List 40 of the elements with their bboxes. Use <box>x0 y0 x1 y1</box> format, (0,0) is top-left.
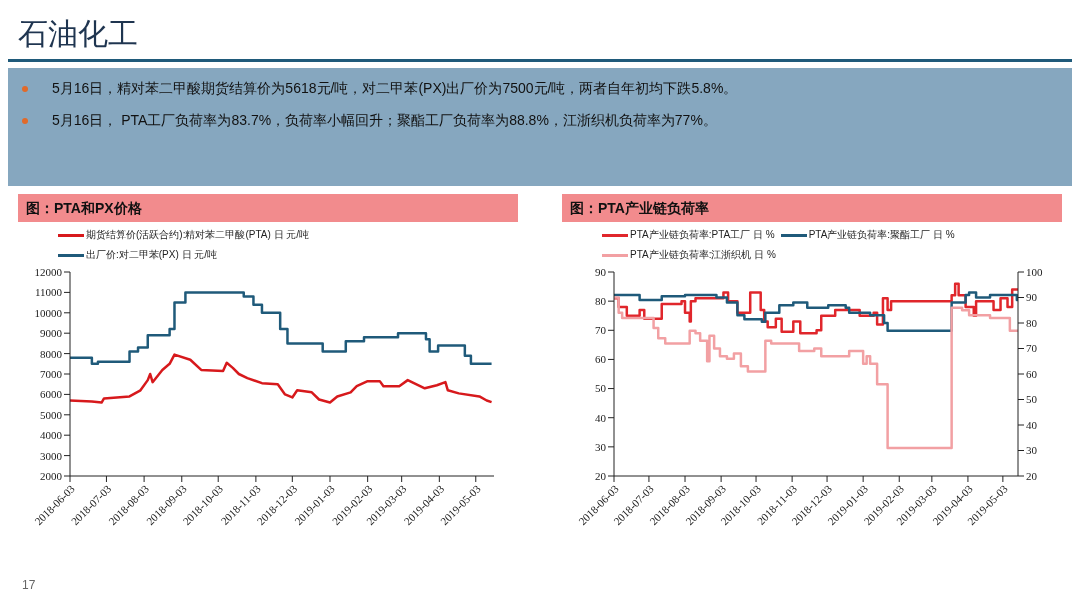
y-tick-label: 5000 <box>40 408 63 421</box>
chart-title: 图：PTA产业链负荷率 <box>562 194 1062 222</box>
line-series <box>70 353 493 404</box>
legend-label: PTA产业链负荷率:江浙织机 日 % <box>630 248 776 262</box>
y-tick-label: 6000 <box>40 388 63 401</box>
y2-tick-label: 40 <box>1026 418 1038 431</box>
y-tick-label: 7000 <box>40 367 63 380</box>
text: 17 <box>22 578 36 592</box>
y-tick-label: 50 <box>595 382 607 395</box>
y-tick-label: 9000 <box>40 327 63 340</box>
y-tick-label: 12000 <box>34 265 63 278</box>
legend-label: PTA产业链负荷率:PTA工厂 日 % <box>630 228 775 242</box>
text: 石油化工 <box>17 16 139 52</box>
y-tick-label: 40 <box>595 411 607 424</box>
y-tick-label: 4000 <box>40 429 63 442</box>
y-tick-label: 80 <box>595 295 607 308</box>
y2-tick-label: 60 <box>1026 367 1038 380</box>
y-tick-label: 3000 <box>40 449 63 462</box>
y-tick-label: 70 <box>595 324 607 337</box>
text: 5月16日， PTA工厂负荷率为83.7%，负荷率小幅回升；聚酯工厂负荷率为88.8%，江浙织机负荷率为77%。 <box>52 112 717 130</box>
y-tick-label: 11000 <box>34 286 63 299</box>
legend-label: 出厂价:对二甲苯(PX) 日 元/吨 <box>86 248 218 262</box>
y2-tick-label: 30 <box>1026 444 1038 457</box>
y2-tick-label: 80 <box>1026 316 1038 329</box>
y-tick-label: 20 <box>595 469 607 482</box>
text: 5月16日，精对苯二甲酸期货结算价为5618元/吨，对二甲苯(PX)出厂价为7500元/吨，两者自年初均下跌5.8%。 <box>52 80 738 98</box>
y-tick-label: 2000 <box>40 469 63 482</box>
y2-tick-label: 20 <box>1026 469 1038 482</box>
y2-tick-label: 100 <box>1026 265 1043 278</box>
legend-label: PTA产业链负荷率:聚酯工厂 日 % <box>808 228 955 242</box>
y-tick-label: 90 <box>595 265 607 278</box>
y-tick-label: 10000 <box>34 306 63 319</box>
y2-tick-label: 50 <box>1026 393 1038 406</box>
y2-tick-label: 70 <box>1026 342 1038 355</box>
y-tick-label: 8000 <box>40 347 63 360</box>
legend-label: 期货结算价(活跃合约):精对苯二甲酸(PTA) 日 元/吨 <box>86 228 310 242</box>
y-tick-label: 60 <box>595 353 607 366</box>
chart-title: 图：PTA和PX价格 <box>18 194 518 222</box>
y2-tick-label: 90 <box>1026 291 1038 304</box>
y-tick-label: 30 <box>595 440 607 453</box>
